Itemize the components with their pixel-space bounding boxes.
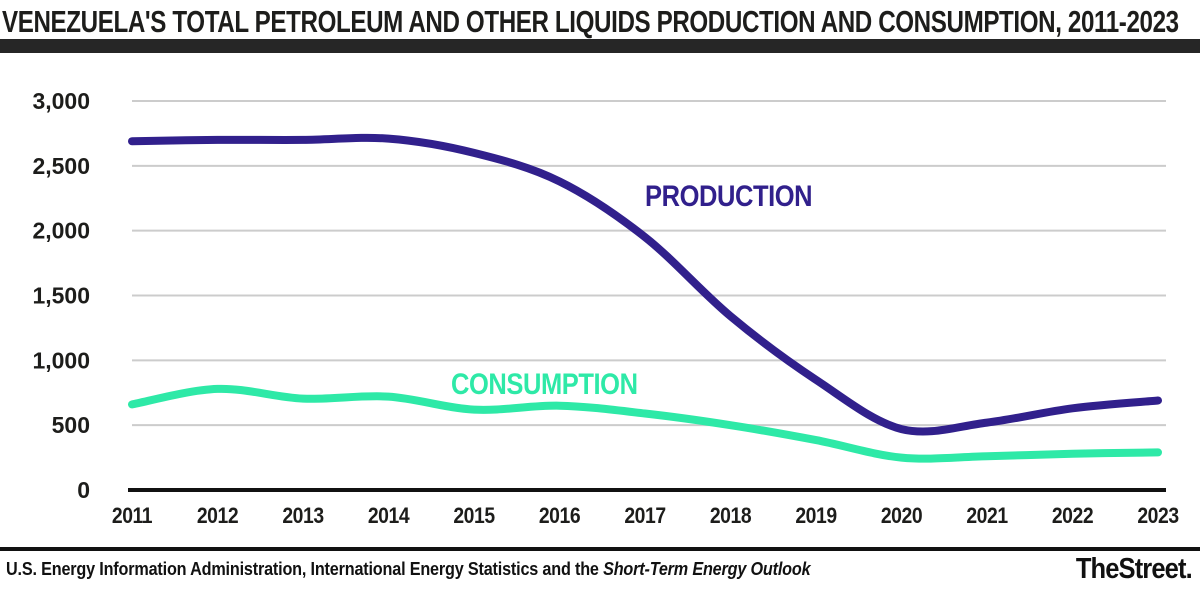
y-tick-label-1500: 1,500 [32,283,90,309]
thestreet-logo: TheStreet. [1075,553,1193,585]
y-tick-label-2500: 2,500 [32,153,90,179]
title-underline-bar [0,39,1200,53]
chart-title: VENEZUELA'S TOTAL PETROLEUM AND OTHER LI… [2,4,1179,39]
x-tick-label-2018: 2018 [710,504,751,528]
y-tick-label-1000: 1,000 [32,347,90,373]
y-tick-label-2000: 2,000 [32,218,90,244]
footer-divider [0,547,1200,551]
x-tick-label-2023: 2023 [1137,504,1178,528]
x-tick-label-2012: 2012 [197,504,238,528]
x-tick-label-2021: 2021 [966,504,1007,528]
consumption-series-label: CONSUMPTION [451,368,638,401]
source-text-italic: Short-Term Energy Outlook [603,559,811,579]
y-tick-label-3000: 3,000 [32,88,90,114]
source-text: U.S. Energy Information Administration, … [6,559,604,579]
consumption-line [128,384,1162,463]
x-tick-label-2013: 2013 [282,504,323,528]
x-tick-label-2020: 2020 [881,504,922,528]
x-tick-label-2014: 2014 [368,504,410,528]
y-tick-label-0: 0 [77,477,90,503]
production-line [128,133,1162,436]
x-tick-label-2017: 2017 [624,504,665,528]
production-series-label: PRODUCTION [645,180,813,213]
x-tick-label-2022: 2022 [1052,504,1093,528]
x-tick-label-2019: 2019 [795,504,836,528]
x-tick-label-2016: 2016 [539,504,580,528]
source-attribution: U.S. Energy Information Administration, … [6,559,906,580]
y-tick-label-500: 500 [52,412,90,438]
x-tick-label-2011: 2011 [112,504,152,528]
x-tick-label-2015: 2015 [453,504,494,528]
